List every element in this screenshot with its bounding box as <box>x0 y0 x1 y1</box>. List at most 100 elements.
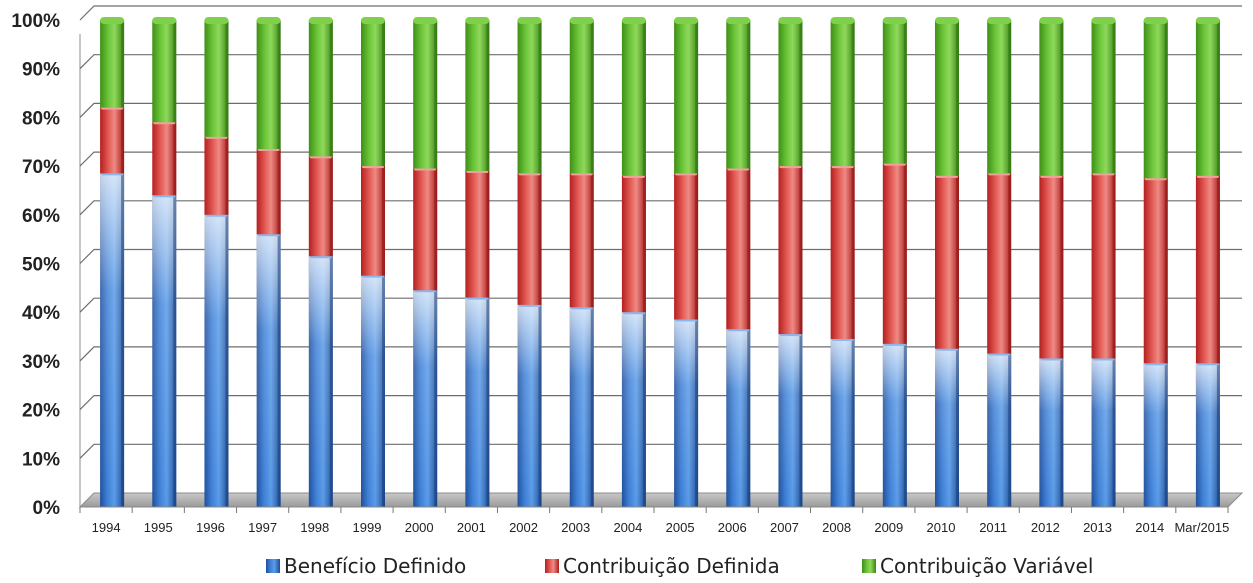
y-tick-label: 80% <box>22 108 60 129</box>
bar-body <box>882 163 907 344</box>
bar-highlight <box>830 338 855 507</box>
bar-highlight <box>726 329 751 507</box>
bar-body <box>256 149 281 235</box>
bar-body <box>621 20 646 176</box>
bar-top-round <box>152 17 177 24</box>
bar-edge <box>695 20 699 174</box>
x-tick-label: 1998 <box>300 520 329 535</box>
bar-stack-2008 <box>830 17 855 507</box>
bar-segment <box>413 289 438 507</box>
x-tick-label: Mar/2015 <box>1174 520 1229 535</box>
bar-segment <box>308 155 333 257</box>
bar-segment <box>987 19 1012 174</box>
bar-edge <box>903 343 907 507</box>
bar-body <box>1143 178 1168 364</box>
bar-body <box>1195 175 1220 364</box>
bar-edge <box>1008 173 1012 354</box>
bar-segment <box>100 172 125 507</box>
y-tick-label: 70% <box>22 157 60 178</box>
floor-plane <box>78 492 1244 508</box>
bar-stack-1995 <box>152 17 177 507</box>
bar-top-round <box>1195 17 1220 24</box>
bar-edge <box>642 175 646 313</box>
bar-stack-2001 <box>465 17 490 507</box>
bar-body <box>935 175 959 349</box>
bar-stack-2013 <box>1091 17 1116 507</box>
bar-body <box>674 20 699 174</box>
bar-highlight <box>1091 358 1116 507</box>
bar-body <box>778 166 803 335</box>
x-tick-label: 2012 <box>1031 520 1060 535</box>
bar-body <box>621 175 646 313</box>
bar-edge <box>851 20 855 167</box>
bar-segment <box>1091 172 1116 359</box>
bar-edge <box>695 319 699 507</box>
bar-edge <box>382 20 385 167</box>
x-tick-label: 2001 <box>457 520 486 535</box>
bar-segment <box>100 106 125 174</box>
bar-edge <box>329 20 333 157</box>
bars <box>100 17 1220 508</box>
bar-body <box>517 173 542 305</box>
bar-edge <box>434 168 438 291</box>
x-tick-label: 1994 <box>92 520 121 535</box>
bar-body <box>726 168 751 330</box>
gridline <box>79 395 1242 411</box>
bar-segment <box>256 233 281 507</box>
bar-stack-2010 <box>935 17 959 507</box>
bar-highlight <box>882 343 907 507</box>
bar-body <box>569 173 594 308</box>
bar-segment <box>1195 174 1220 364</box>
bar-segment <box>935 174 959 349</box>
bar-edge <box>538 173 542 305</box>
bar-highlight <box>1195 363 1220 507</box>
bar-top-round <box>361 17 385 24</box>
bar-stack-1994 <box>100 17 125 507</box>
bar-segment <box>1091 357 1116 507</box>
bar-stack-2009 <box>882 17 907 507</box>
legend-item: Contribuição Definida <box>545 554 780 578</box>
bar-segment <box>1195 19 1220 176</box>
bar-top-round <box>621 17 646 24</box>
bar-edge <box>1216 20 1220 176</box>
bar-edge <box>121 20 125 108</box>
x-axis: 1994 1995 1996 1997 1998 1999 2000 2001 2002 2003… <box>79 506 1229 535</box>
bar-body <box>361 20 385 167</box>
bar-edge <box>1216 363 1220 507</box>
bar-segment <box>308 255 333 507</box>
gridline <box>79 248 1242 264</box>
bar-stack-2007 <box>778 17 803 507</box>
x-tick-label: 2003 <box>561 520 590 535</box>
bar-segment <box>569 172 594 308</box>
bar-body <box>935 20 959 176</box>
bar-body <box>361 166 385 276</box>
bar-edge <box>851 338 855 507</box>
bar-segment <box>1039 357 1064 507</box>
bar-top-round <box>308 17 333 24</box>
y-tick-label: 60% <box>22 206 60 227</box>
bar-body <box>413 168 438 291</box>
bar-top-round <box>987 17 1012 24</box>
bar-highlight <box>621 312 646 507</box>
bar-edge <box>1164 178 1168 364</box>
bar-stack-2003 <box>569 17 594 507</box>
y-tick-label: 0% <box>33 498 61 519</box>
bar-segment <box>152 194 177 507</box>
bar-segment <box>1195 362 1220 507</box>
bar-edge <box>851 166 855 339</box>
bar-edge <box>486 297 490 507</box>
bar-body <box>100 20 125 108</box>
bar-highlight <box>465 297 490 507</box>
bar-body <box>1039 175 1064 359</box>
bar-body <box>830 166 855 339</box>
bar-edge <box>1060 358 1064 507</box>
x-tick-label: 2011 <box>979 520 1007 535</box>
bar-body <box>100 107 125 174</box>
bar-segment <box>413 19 438 169</box>
bar-edge <box>1216 175 1220 364</box>
bar-segment <box>621 19 646 176</box>
bar-edge <box>121 173 125 507</box>
bar-body <box>778 20 803 167</box>
y-tick-label: 40% <box>22 303 60 324</box>
bar-edge <box>225 136 229 215</box>
